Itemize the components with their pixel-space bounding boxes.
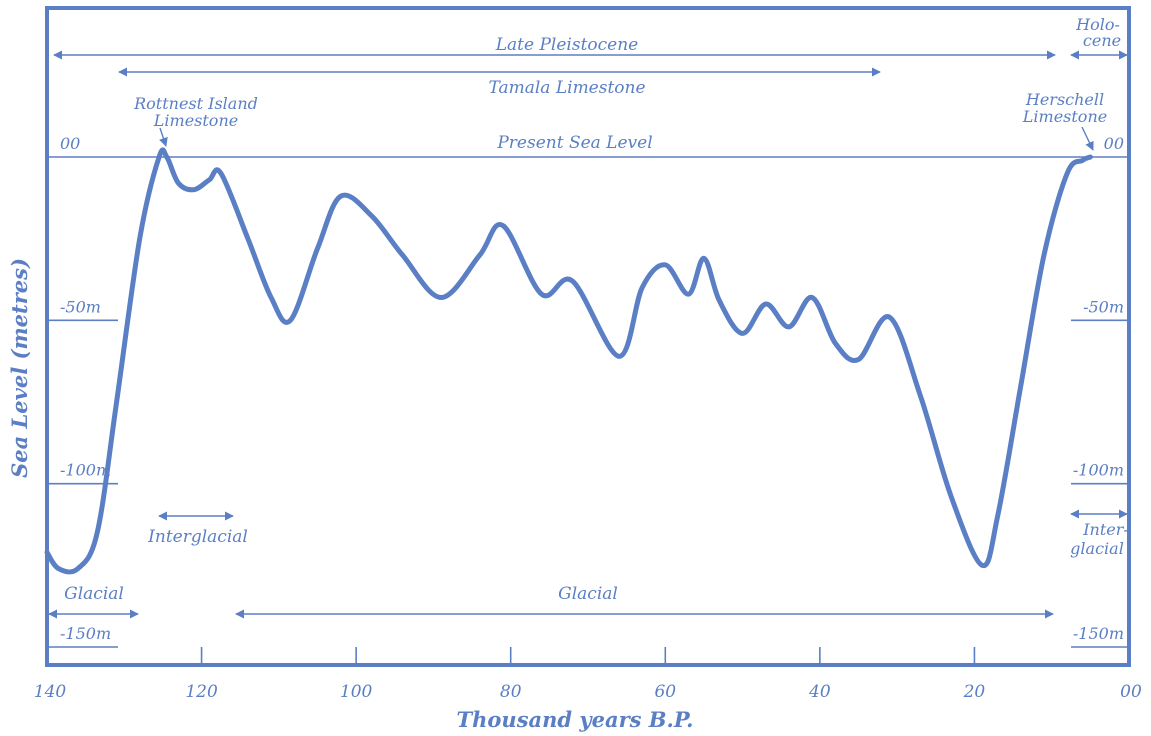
- series-point: [539, 292, 544, 297]
- series-point: [288, 318, 293, 323]
- x-tick-label: 120: [185, 682, 218, 702]
- holocene-label-line-2: cene: [1083, 31, 1121, 50]
- series-point: [763, 302, 768, 307]
- x-tick-label: 20: [963, 682, 986, 702]
- series-point: [810, 295, 815, 300]
- series-point: [400, 253, 405, 258]
- x-tick-label: 00: [1120, 682, 1142, 702]
- series-point: [640, 285, 645, 290]
- range-annotations: Late Pleistocene Holo- cene Tamala Limes…: [48, 15, 1129, 619]
- y-tick-label-right: -150m: [1073, 624, 1124, 643]
- series-point: [191, 187, 196, 192]
- series-point: [786, 324, 791, 329]
- late-pleistocene-label: Late Pleistocene: [495, 35, 638, 55]
- y-tick-label-left: -150m: [60, 624, 111, 643]
- x-tick-label: 40: [808, 682, 831, 702]
- series-point: [157, 155, 162, 160]
- sea-level-series-line: [44, 147, 1093, 575]
- y-tick-label-right: -50m: [1083, 297, 1124, 316]
- series-point: [164, 155, 169, 160]
- series-point: [856, 357, 861, 362]
- y-tick-label-left: -50m: [60, 297, 101, 316]
- y-tick-label-left: -100m: [60, 461, 111, 480]
- series-point: [245, 236, 250, 241]
- herschell-label-line-2: Limestone: [1022, 107, 1107, 126]
- y-tick-label-left: 00: [60, 134, 80, 153]
- plot-frame: [45, 6, 1131, 667]
- x-axis-title: Thousand years B.P.: [457, 707, 694, 732]
- x-tick-label: 140: [34, 682, 67, 702]
- rottnest-pointer: [159, 127, 168, 147]
- series-point: [56, 566, 61, 571]
- sea-level-series-points: [45, 155, 1093, 572]
- series-point: [887, 315, 892, 320]
- series-point: [439, 295, 444, 300]
- series-point: [207, 177, 212, 182]
- series-point: [686, 292, 691, 297]
- series-point: [1018, 383, 1023, 388]
- interglacial-1-label: Interglacial: [147, 527, 248, 547]
- series-point: [995, 514, 1000, 519]
- series-point: [218, 171, 223, 176]
- point-annotations: Rottnest Island Limestone Herschell Lime…: [133, 90, 1107, 151]
- series-point: [1088, 155, 1093, 160]
- interglacial-2-label-line-1: Inter-: [1082, 520, 1129, 539]
- series-point: [338, 194, 343, 199]
- glacial-2-label: Glacial: [558, 584, 618, 604]
- series-point: [1080, 158, 1085, 163]
- y-tick-label-right: -100m: [1073, 461, 1124, 480]
- series-point: [477, 253, 482, 258]
- series-point: [833, 341, 838, 346]
- interglacial-2-label-line-2: glacial: [1070, 539, 1124, 558]
- series-point: [137, 236, 142, 241]
- x-tick-label: 100: [340, 682, 373, 702]
- series-point: [75, 566, 80, 571]
- series-point: [570, 279, 575, 284]
- tamala-label: Tamala Limestone: [488, 78, 645, 98]
- series-point: [114, 400, 119, 405]
- series-point: [369, 213, 374, 218]
- series-point: [980, 563, 985, 568]
- series-point: [701, 256, 706, 261]
- series-point: [918, 393, 923, 398]
- series-point: [95, 530, 100, 535]
- series-point: [949, 494, 954, 499]
- glacial-1-label: Glacial: [64, 584, 124, 604]
- series-point: [269, 295, 274, 300]
- y-tick-label-right: 00: [1104, 134, 1124, 153]
- rottnest-label-line-1: Rottnest Island: [133, 94, 258, 113]
- series-point: [1042, 253, 1047, 258]
- series-point: [663, 262, 668, 267]
- x-axis-ticks: 140 120 100 80 60 40 20 00: [34, 647, 1142, 702]
- series-point: [501, 223, 506, 228]
- rottnest-label-line-2: Limestone: [153, 111, 238, 130]
- y-axis-title: Sea Level (metres): [7, 258, 32, 478]
- x-tick-label: 60: [654, 682, 676, 702]
- series-point: [740, 331, 745, 336]
- herschell-label-line-1: Herschell: [1025, 90, 1104, 109]
- series-point: [616, 354, 621, 359]
- y-axis-ticks: 00 00 -50m -50m -100m -100m -150m -150m: [47, 134, 1129, 648]
- x-tick-label: 80: [500, 682, 522, 702]
- present-sea-level-label: Present Sea Level: [496, 133, 652, 153]
- series-point: [315, 246, 320, 251]
- series-point: [1065, 171, 1070, 176]
- herschell-pointer: [1081, 126, 1094, 151]
- holocene-label-line-1: Holo-: [1075, 15, 1120, 34]
- series-point: [717, 298, 722, 303]
- series-point: [176, 181, 181, 186]
- series-point: [45, 550, 50, 555]
